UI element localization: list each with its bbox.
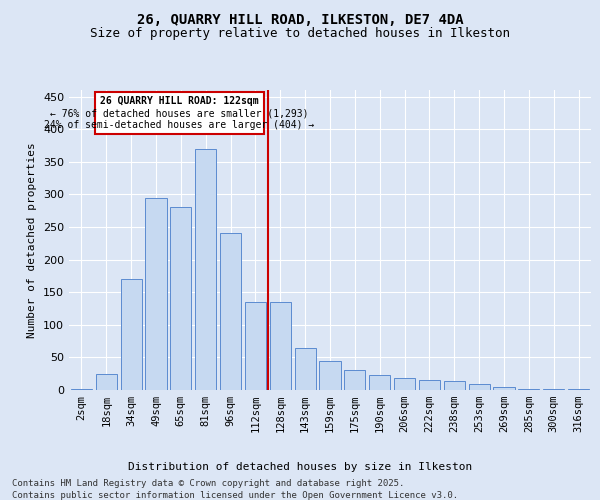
Y-axis label: Number of detached properties: Number of detached properties <box>28 142 37 338</box>
Text: 26, QUARRY HILL ROAD, ILKESTON, DE7 4DA: 26, QUARRY HILL ROAD, ILKESTON, DE7 4DA <box>137 12 463 26</box>
Text: Distribution of detached houses by size in Ilkeston: Distribution of detached houses by size … <box>128 462 472 472</box>
Bar <box>493 388 515 390</box>
Bar <box>295 348 316 390</box>
Bar <box>394 378 415 390</box>
Bar <box>369 375 390 390</box>
Bar <box>518 388 539 390</box>
Bar <box>344 370 365 390</box>
Bar <box>170 208 191 390</box>
Text: 26 QUARRY HILL ROAD: 122sqm: 26 QUARRY HILL ROAD: 122sqm <box>100 96 259 106</box>
Bar <box>469 384 490 390</box>
Bar <box>195 148 216 390</box>
FancyBboxPatch shape <box>95 92 264 134</box>
Bar <box>121 279 142 390</box>
Text: Contains HM Land Registry data © Crown copyright and database right 2025.: Contains HM Land Registry data © Crown c… <box>12 479 404 488</box>
Bar <box>245 302 266 390</box>
Bar <box>96 374 117 390</box>
Text: Size of property relative to detached houses in Ilkeston: Size of property relative to detached ho… <box>90 28 510 40</box>
Bar <box>444 381 465 390</box>
Text: Contains public sector information licensed under the Open Government Licence v3: Contains public sector information licen… <box>12 491 458 500</box>
Bar <box>270 302 291 390</box>
Text: ← 76% of detached houses are smaller (1,293): ← 76% of detached houses are smaller (1,… <box>50 108 309 118</box>
Bar <box>145 198 167 390</box>
Bar <box>419 380 440 390</box>
Text: 24% of semi-detached houses are larger (404) →: 24% of semi-detached houses are larger (… <box>44 120 315 130</box>
Bar <box>319 360 341 390</box>
Bar <box>220 234 241 390</box>
